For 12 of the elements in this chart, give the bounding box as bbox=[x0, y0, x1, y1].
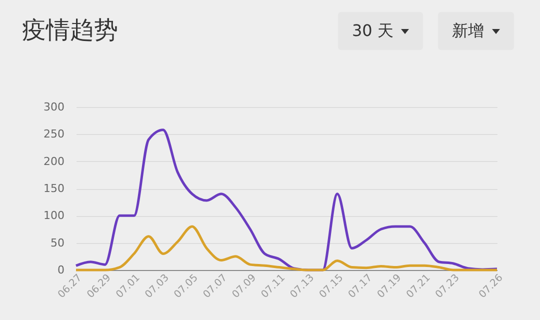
y-tick-label: 300 bbox=[44, 100, 64, 114]
chart-title: 疫情趋势 bbox=[22, 15, 118, 46]
line-series bbox=[74, 225, 498, 272]
y-tick-label: 0 bbox=[58, 264, 64, 276]
y-tick-label: 100 bbox=[44, 209, 64, 222]
y-tick-label: 250 bbox=[44, 128, 64, 141]
line-series bbox=[74, 128, 498, 272]
y-tick-label: 50 bbox=[50, 236, 64, 250]
text: 新增 bbox=[452, 20, 484, 42]
y-tick-label: 150 bbox=[44, 182, 64, 195]
text: 30 天 bbox=[352, 20, 394, 42]
y-tick-label: 200 bbox=[44, 154, 64, 168]
